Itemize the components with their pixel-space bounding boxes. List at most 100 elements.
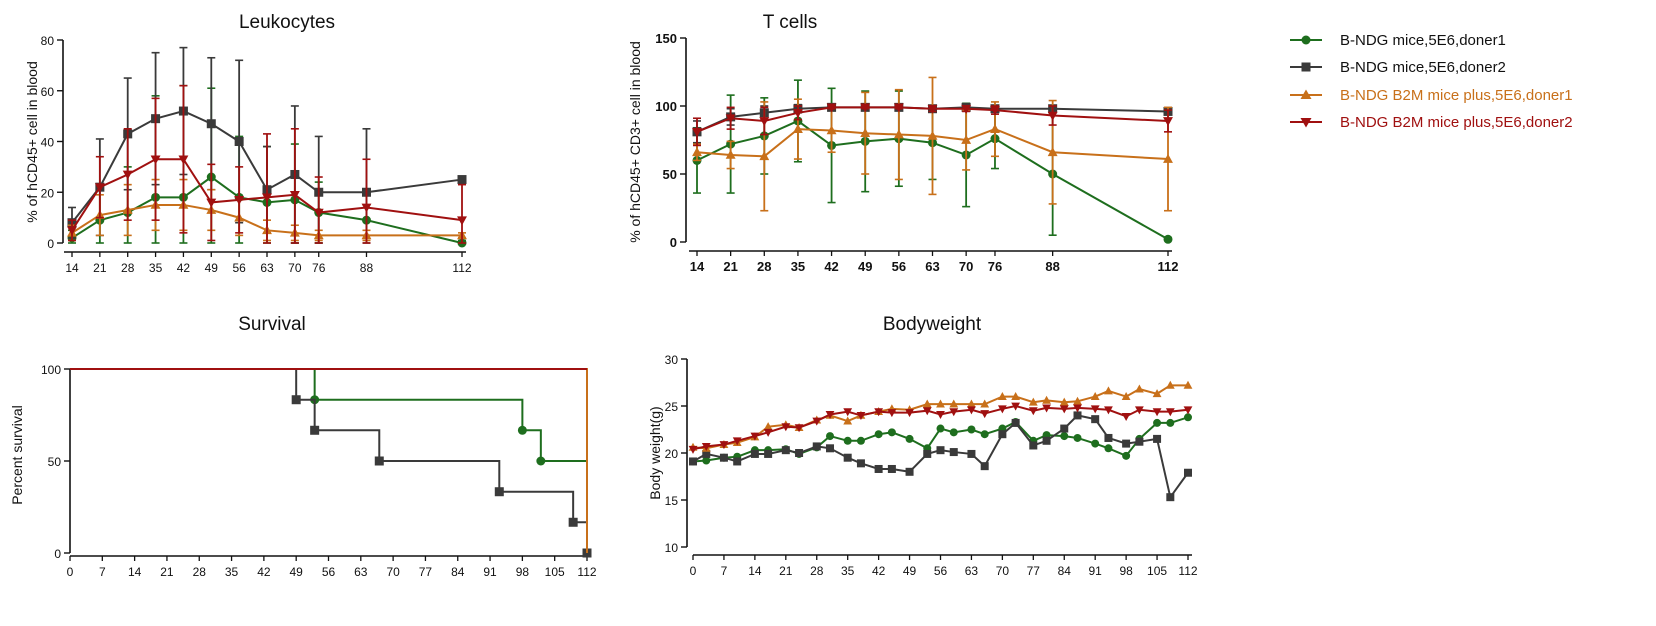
marker-square: [826, 444, 835, 453]
y-tick-label: 50: [48, 455, 62, 469]
marker-square: [291, 395, 301, 405]
marker-square: [1073, 411, 1082, 420]
y-tick-label: 15: [665, 494, 679, 508]
plot-area: 0 50 100 0 7 14 21 28 35 42 49 56 63 70 77 84 91 98 105 112: [41, 363, 597, 579]
marker-square: [1122, 439, 1131, 448]
y-tick-label: 100: [655, 99, 677, 114]
marker-triangle-down: [1073, 404, 1082, 413]
marker-square: [812, 442, 821, 451]
marker-circle: [1060, 432, 1069, 441]
marker-triangle-up: [1104, 386, 1113, 395]
marker-square: [967, 449, 976, 458]
x-tick-label: 88: [360, 261, 374, 275]
x-tick-label: 98: [516, 565, 530, 579]
marker-triangle-down: [1104, 406, 1113, 415]
panel-leukocytes: Leukocytes % of hCD45+ cell in blood: [24, 12, 335, 223]
x-tick-label: 112: [1178, 564, 1197, 578]
marker-square: [702, 449, 711, 458]
marker-square: [494, 487, 504, 497]
x-tick-label: 88: [1045, 259, 1059, 274]
chart-title: Bodyweight: [883, 314, 982, 335]
x-tick-label: 76: [312, 261, 326, 275]
y-tick-label: 80: [41, 34, 55, 48]
marker-circle: [936, 424, 945, 433]
x-tick-label: 112: [1158, 259, 1179, 274]
marker-triangle-up: [1011, 392, 1021, 400]
y-tick-label: 10: [665, 541, 679, 555]
series: [689, 411, 1192, 502]
legend: B-NDG mice,5E6,doner1 B-NDG mice,5E6,don…: [1290, 32, 1573, 131]
marker-triangle-down: [792, 108, 803, 118]
x-tick-label: 77: [419, 565, 433, 579]
marker-square: [781, 446, 790, 455]
legend-item: B-NDG B2M mice plus,5E6,doner2: [1290, 114, 1573, 131]
legend-marker-triangle-up: [1300, 89, 1312, 99]
marker-square: [923, 449, 932, 458]
marker-square: [1104, 433, 1113, 442]
y-tick-label: 0: [47, 237, 54, 251]
plot-area: 0 50 100 150 14 21 28 35 42 49 56 63 70 76 88 112: [655, 31, 1178, 274]
legend-marker-square: [1301, 62, 1311, 72]
marker-triangle-up: [759, 151, 770, 161]
marker-square: [457, 175, 467, 185]
marker-triangle-up: [936, 399, 945, 408]
series: [692, 103, 1173, 147]
marker-triangle-down: [763, 428, 773, 437]
marker-triangle-down: [874, 408, 884, 417]
y-tick-label: 100: [41, 363, 61, 377]
x-tick-label: 70: [288, 261, 302, 275]
marker-circle: [949, 428, 958, 437]
marker-triangle-down: [457, 216, 467, 226]
series: [70, 368, 588, 553]
x-tick-label: 56: [232, 261, 246, 275]
x-tick-label: 56: [934, 564, 948, 578]
series-line: [71, 109, 463, 224]
marker-triangle-down: [949, 408, 959, 417]
x-tick-label: 21: [93, 261, 107, 275]
y-tick-label: 60: [41, 85, 55, 99]
marker-triangle-up: [922, 399, 932, 408]
x-tick-label: 21: [779, 564, 793, 578]
series-line: [696, 106, 1169, 133]
x-tick-label: 0: [690, 564, 697, 578]
marker-triangle-up: [927, 130, 938, 140]
marker-circle: [1166, 418, 1175, 427]
marker-circle: [1153, 418, 1162, 427]
marker-triangle-down: [812, 417, 822, 426]
y-tick-label: 20: [41, 186, 55, 200]
marker-square: [1184, 468, 1192, 477]
marker-triangle-up: [949, 399, 959, 408]
y-axis-label: Percent survival: [9, 405, 25, 505]
marker-square: [980, 462, 989, 471]
x-tick-label: 49: [903, 564, 917, 578]
y-tick-label: 25: [665, 400, 679, 414]
marker-triangle-up: [990, 123, 1000, 133]
marker-triangle-up: [1163, 153, 1173, 163]
marker-triangle-down: [893, 103, 904, 113]
marker-square: [905, 467, 914, 476]
marker-triangle-up: [1134, 384, 1144, 393]
marker-square: [733, 457, 742, 466]
marker-triangle-down: [794, 424, 804, 433]
marker-square: [1135, 437, 1144, 446]
marker-triangle-down: [781, 423, 791, 432]
series: [70, 368, 592, 558]
marker-circle: [826, 432, 835, 441]
marker-square: [936, 446, 945, 455]
x-tick-label: 35: [149, 261, 163, 275]
marker-square: [689, 457, 697, 466]
marker-triangle-down: [234, 196, 245, 206]
x-tick-label: 0: [67, 565, 74, 579]
x-tick-label: 35: [841, 564, 855, 578]
marker-triangle-up: [1028, 397, 1038, 406]
x-tick-label: 105: [1147, 564, 1167, 578]
x-tick-label: 84: [451, 565, 465, 579]
x-tick-label: 42: [177, 261, 191, 275]
marker-triangle-down: [1090, 405, 1100, 414]
marker-triangle-down: [1183, 406, 1193, 415]
legend-item: B-NDG mice,5E6,doner2: [1290, 59, 1506, 76]
marker-triangle-down: [289, 190, 300, 200]
marker-square: [764, 449, 773, 458]
marker-square: [374, 456, 384, 466]
marker-triangle-down: [1163, 117, 1173, 127]
